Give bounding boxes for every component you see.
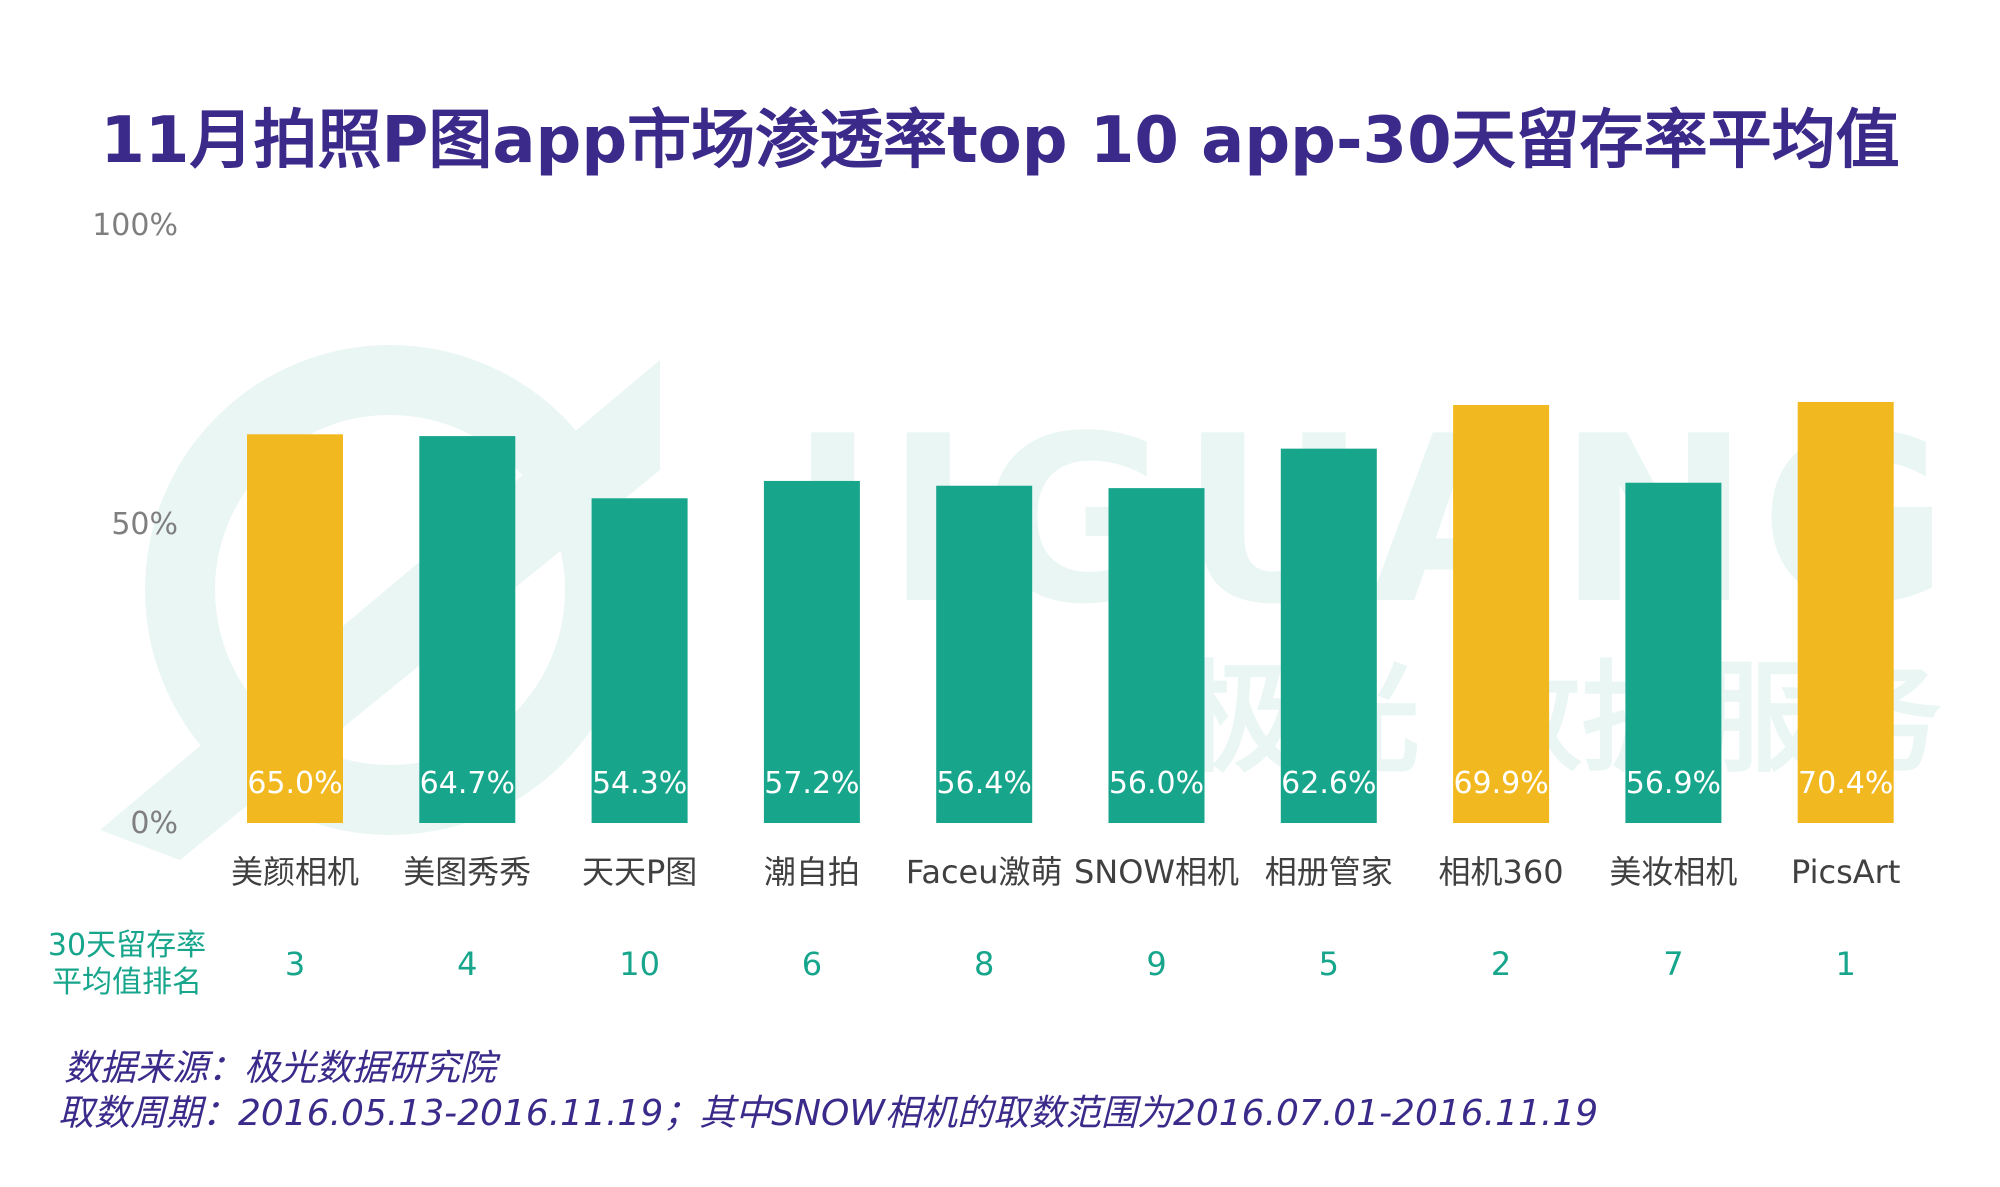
bar bbox=[247, 434, 343, 823]
bar bbox=[591, 498, 688, 823]
y-tick-label: 0% bbox=[130, 806, 178, 841]
y-tick-label: 100% bbox=[92, 208, 178, 243]
watermark-logo-arrow bbox=[100, 360, 660, 860]
rank-value: 10 bbox=[619, 945, 660, 983]
bar-value-label: 56.4% bbox=[937, 766, 1032, 801]
bar-value-label: 54.3% bbox=[592, 766, 687, 801]
rank-value: 5 bbox=[1319, 945, 1339, 983]
bar bbox=[1280, 448, 1377, 823]
bar bbox=[419, 436, 516, 823]
bar-value-label: 70.4% bbox=[1798, 766, 1893, 801]
rank-value: 7 bbox=[1663, 945, 1683, 983]
category-label: 潮自拍 bbox=[764, 853, 860, 891]
source-line-1: 数据来源：极光数据研究院 bbox=[64, 1048, 501, 1089]
bar bbox=[1625, 482, 1722, 823]
chart-title: 11月拍照P图app市场渗透率top 10 app-30天留存率平均值 bbox=[100, 104, 1899, 178]
rank-value: 3 bbox=[285, 945, 305, 983]
bar bbox=[1108, 488, 1205, 823]
bar bbox=[1797, 402, 1894, 823]
category-label: 相册管家 bbox=[1265, 853, 1393, 891]
category-label: 相机360 bbox=[1439, 853, 1564, 891]
bars bbox=[247, 402, 1894, 823]
bar-value-label: 62.6% bbox=[1281, 766, 1376, 801]
category-label: Faceu激萌 bbox=[906, 853, 1063, 891]
bar-value-label: 64.7% bbox=[420, 766, 515, 801]
bar-value-label: 56.0% bbox=[1109, 766, 1204, 801]
rank-value: 9 bbox=[1146, 945, 1166, 983]
rank-value: 4 bbox=[457, 945, 477, 983]
category-label: SNOW相机 bbox=[1074, 853, 1239, 891]
category-labels: 美颜相机 美图秀秀 天天P图 潮自拍 Faceu激萌 SNOW相机 相册管家 相机360 美妆相… bbox=[231, 853, 1900, 891]
bar bbox=[1453, 404, 1550, 823]
rank-value: 1 bbox=[1836, 945, 1856, 983]
bar-value-label: 69.9% bbox=[1453, 766, 1548, 801]
rank-label-line2: 平均值排名 bbox=[52, 965, 202, 1000]
bar-value-label: 65.0% bbox=[247, 766, 342, 801]
category-label: 天天P图 bbox=[582, 853, 697, 891]
category-label: 美图秀秀 bbox=[403, 853, 531, 891]
category-label: 美妆相机 bbox=[1609, 853, 1737, 891]
rank-value: 2 bbox=[1491, 945, 1511, 983]
y-axis: 0% 50% 100% bbox=[92, 208, 178, 841]
category-label: PicsArt bbox=[1791, 853, 1900, 891]
bar bbox=[763, 480, 860, 823]
bar-value-label: 57.2% bbox=[764, 766, 859, 801]
rank-value: 6 bbox=[802, 945, 822, 983]
value-labels: 65.0% 64.7% 54.3% 57.2% 56.4% 56.0% 62.6% 69.9%… bbox=[247, 766, 1893, 801]
bar bbox=[936, 485, 1033, 823]
rank-values: 3 4 10 6 8 9 5 2 7 1 bbox=[285, 945, 1856, 983]
category-label: 美颜相机 bbox=[231, 853, 359, 891]
rank-label-line1: 30天留存率 bbox=[48, 928, 206, 963]
rank-value: 8 bbox=[974, 945, 994, 983]
source-line-2: 取数周期：2016.05.13-2016.11.19；其中SNOW相机的取数范围… bbox=[58, 1093, 1598, 1134]
bar-value-label: 56.9% bbox=[1626, 766, 1721, 801]
y-tick-label: 50% bbox=[111, 507, 178, 542]
